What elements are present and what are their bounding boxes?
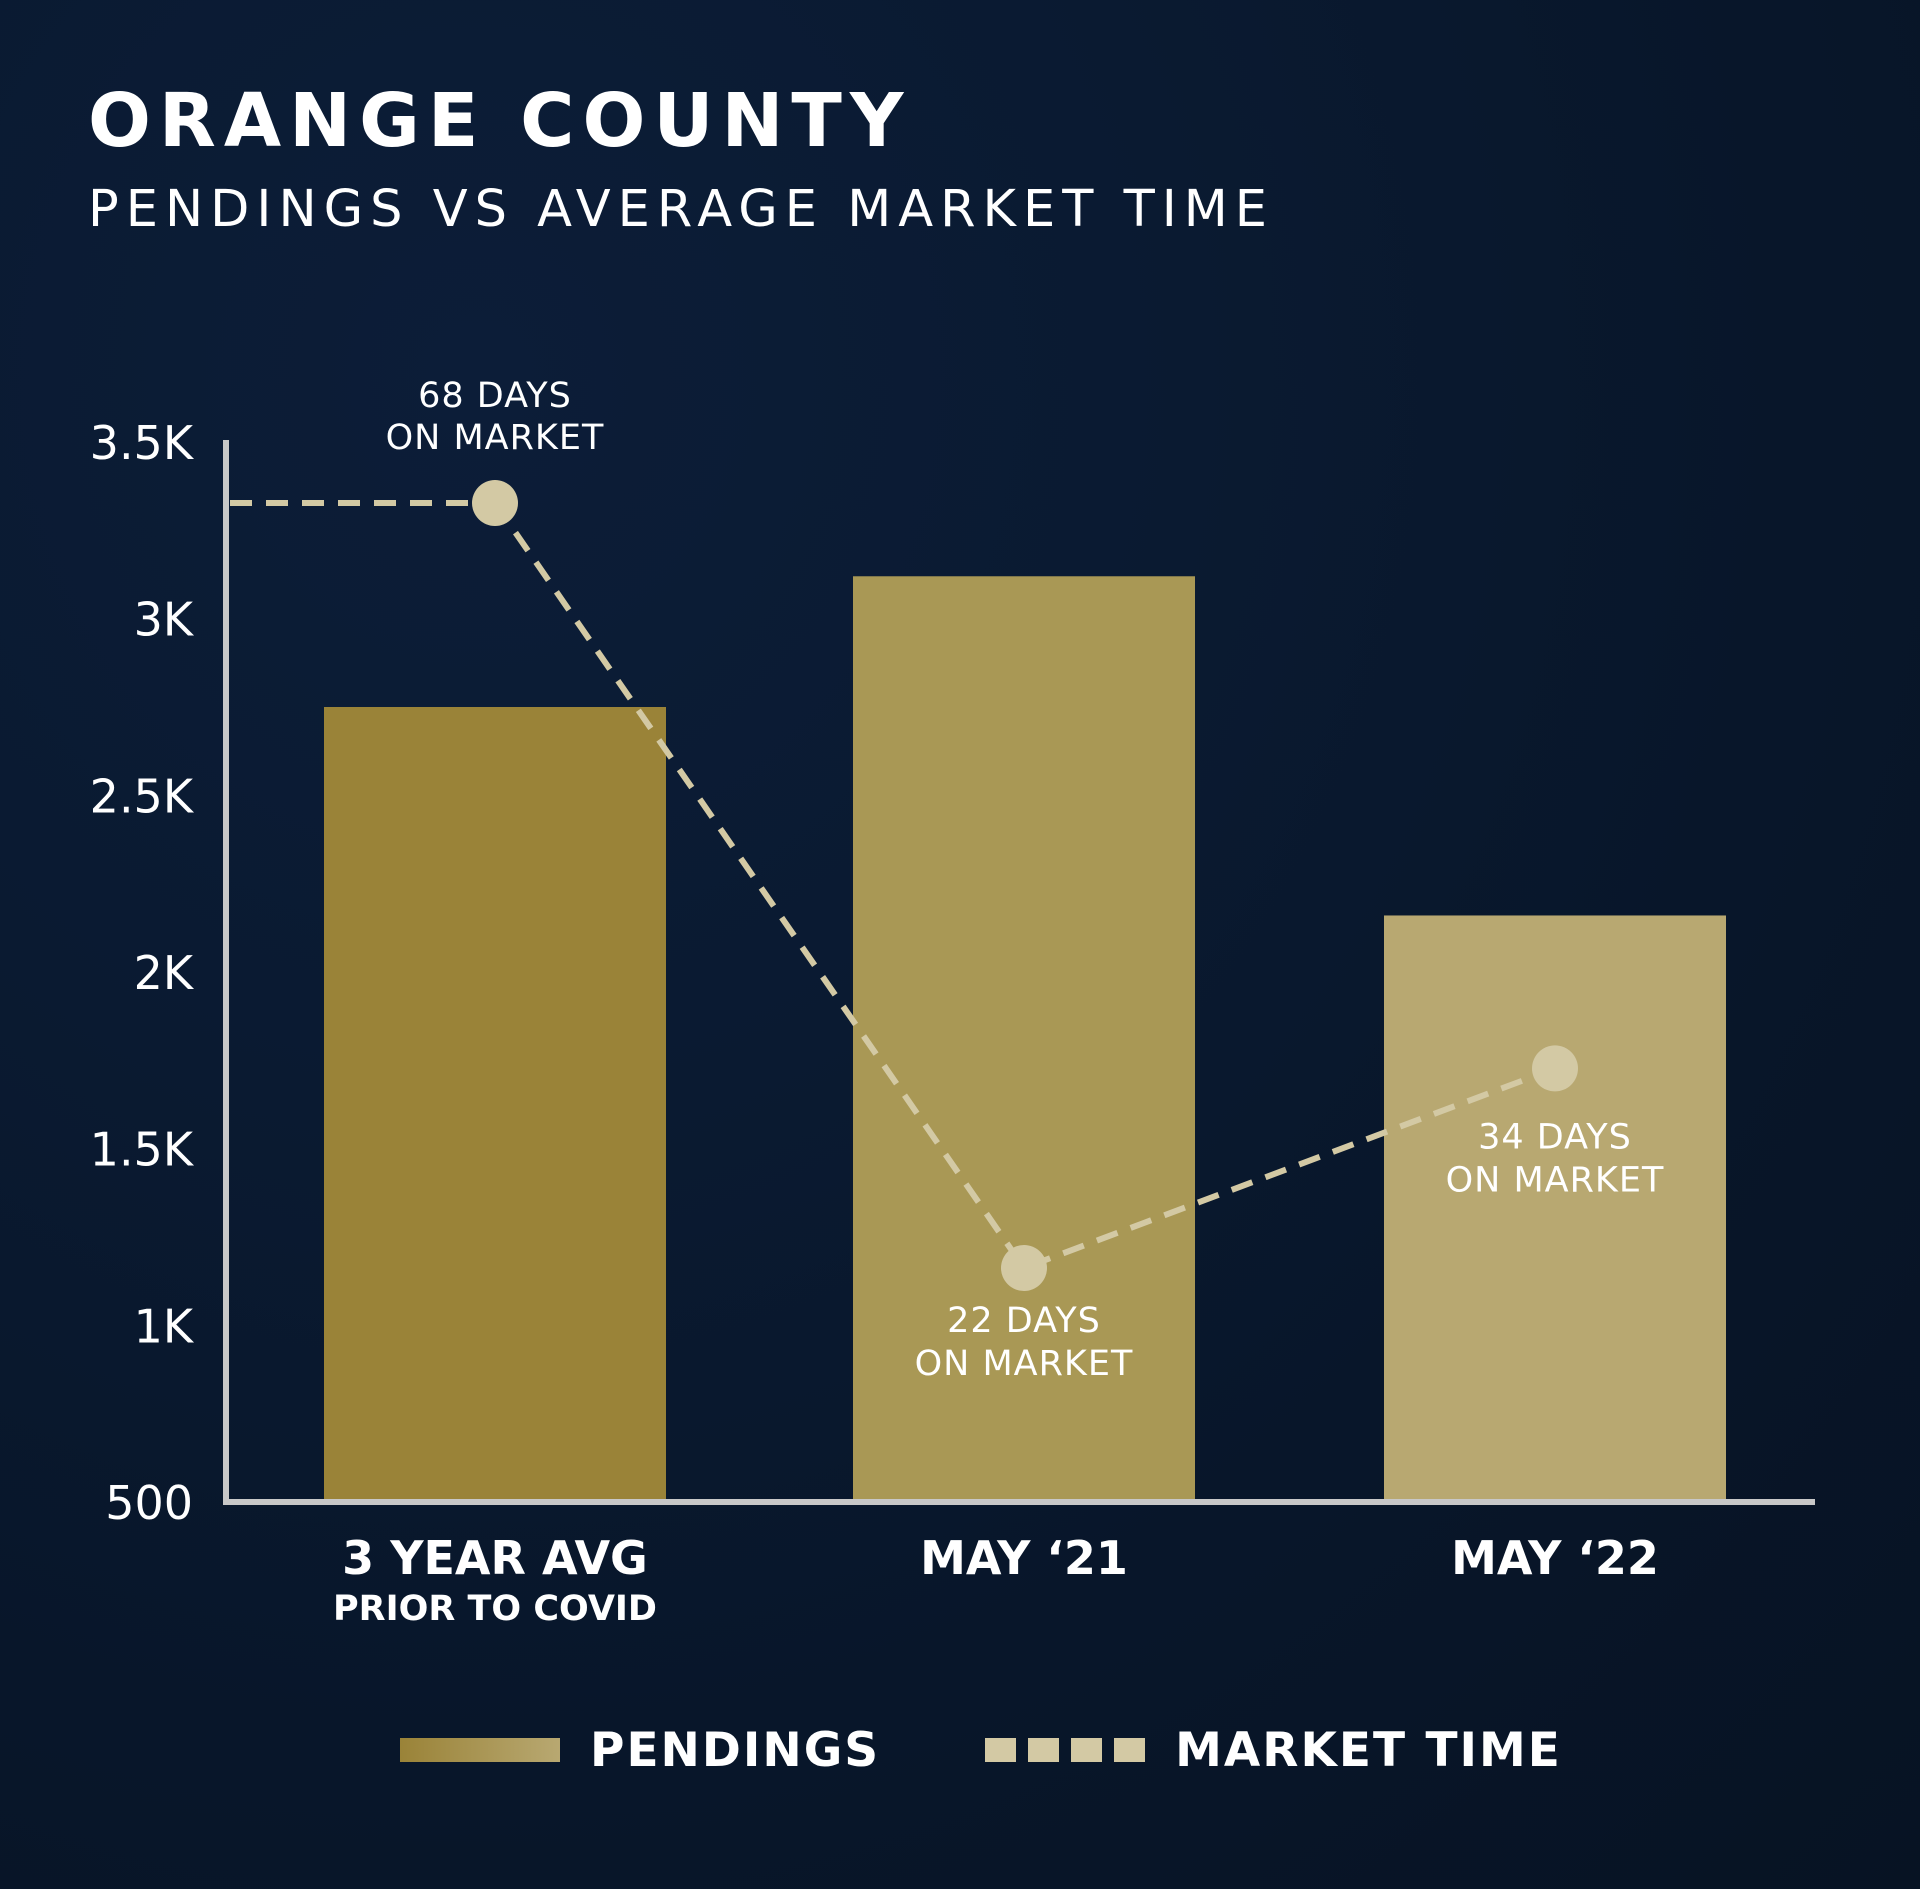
y-tick-label: 1K bbox=[134, 1299, 195, 1353]
market-time-point bbox=[472, 480, 518, 526]
axes-layer bbox=[223, 440, 1815, 1505]
legend: PENDINGS MARKET TIME bbox=[400, 1720, 1562, 1780]
legend-item-pendings: PENDINGS bbox=[400, 1723, 880, 1778]
x-category-label: MAY ‘22 bbox=[1451, 1531, 1659, 1585]
y-tick-label: 2K bbox=[134, 946, 195, 1000]
market-time-data-label: ON MARKET bbox=[386, 418, 605, 458]
legend-label-pendings: PENDINGS bbox=[590, 1722, 881, 1778]
chart-subtitle: PENDINGS VS AVERAGE MARKET TIME bbox=[88, 180, 1274, 239]
market-time-data-label: 22 DAYS bbox=[947, 1301, 1101, 1341]
pendings-swatch bbox=[400, 1738, 560, 1762]
pendings-bar bbox=[324, 707, 666, 1502]
chart-title: ORANGE COUNTY bbox=[88, 78, 912, 164]
y-tick-label: 1.5K bbox=[90, 1123, 195, 1177]
x-category-sublabel: PRIOR TO COVID bbox=[333, 1589, 657, 1629]
bars-layer bbox=[324, 576, 1726, 1502]
market-time-point bbox=[1001, 1245, 1047, 1291]
legend-item-market-time: MARKET TIME bbox=[985, 1723, 1562, 1778]
legend-label-market-time: MARKET TIME bbox=[1175, 1722, 1562, 1778]
market-time-swatch bbox=[985, 1738, 1146, 1762]
y-tick-label: 3K bbox=[134, 593, 195, 647]
market-time-line-layer bbox=[230, 480, 1578, 1291]
market-time-line bbox=[492, 501, 1557, 1272]
market-time-data-label: ON MARKET bbox=[1446, 1160, 1665, 1200]
pendings-bar bbox=[1384, 915, 1726, 1502]
y-tick-label: 3.5K bbox=[90, 416, 195, 470]
pendings-bar bbox=[853, 576, 1195, 1502]
dash-segment bbox=[1071, 1738, 1103, 1762]
dash-segment bbox=[985, 1738, 1017, 1762]
market-time-data-label: ON MARKET bbox=[915, 1344, 1134, 1384]
market-time-point bbox=[1532, 1045, 1578, 1092]
x-category-label: MAY ‘21 bbox=[920, 1531, 1128, 1585]
market-time-data-label: 68 DAYS bbox=[418, 376, 572, 416]
y-tick-label: 2.5K bbox=[90, 769, 195, 823]
dash-segment bbox=[1114, 1738, 1146, 1762]
market-time-data-label: 34 DAYS bbox=[1478, 1117, 1632, 1157]
y-tick-label: 500 bbox=[105, 1476, 193, 1530]
x-category-label: 3 YEAR AVG bbox=[342, 1531, 648, 1585]
dash-segment bbox=[1028, 1738, 1060, 1762]
